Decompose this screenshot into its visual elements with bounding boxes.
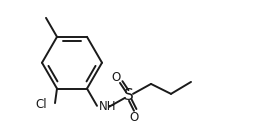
Text: O: O: [130, 111, 139, 124]
Text: S: S: [124, 88, 134, 103]
Text: O: O: [111, 71, 121, 84]
Text: NH: NH: [99, 100, 117, 113]
Text: Cl: Cl: [35, 98, 47, 111]
